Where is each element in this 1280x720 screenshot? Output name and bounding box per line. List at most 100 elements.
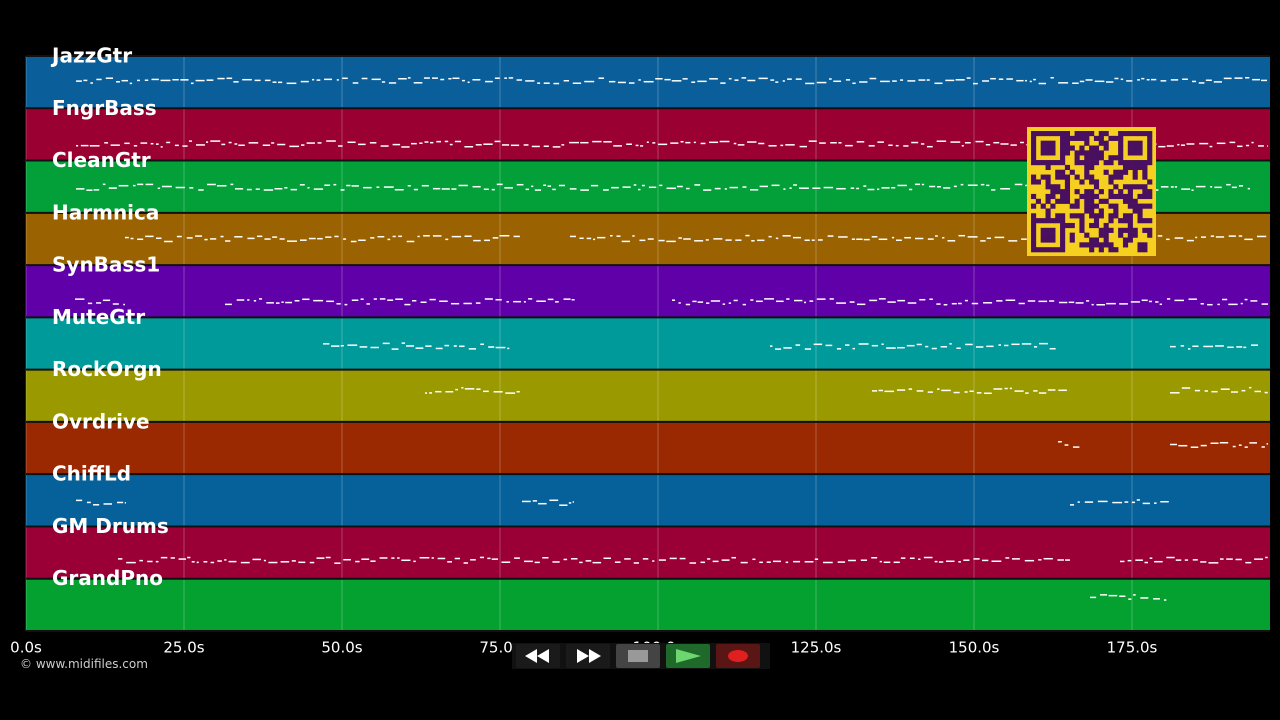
note (585, 560, 592, 562)
qr-module (1074, 213, 1080, 219)
note (804, 561, 814, 563)
note (221, 143, 226, 146)
note (694, 184, 701, 186)
note (958, 234, 966, 237)
note (429, 298, 436, 301)
note (1170, 443, 1178, 446)
qr-module (1142, 160, 1148, 166)
note (423, 77, 430, 79)
note (728, 77, 732, 80)
note (325, 556, 331, 559)
note (733, 299, 738, 302)
note (942, 237, 945, 239)
note (1160, 186, 1169, 188)
qr-module (1093, 237, 1100, 243)
qr-module (1108, 174, 1114, 180)
rewind-button[interactable] (516, 644, 560, 668)
note (233, 81, 239, 83)
note (869, 299, 878, 302)
note (272, 81, 277, 83)
note (1160, 500, 1169, 503)
qr-module (1093, 242, 1100, 248)
qr-module (1147, 135, 1153, 141)
note (643, 80, 654, 83)
note (986, 184, 990, 187)
note (888, 144, 893, 146)
qr-module (1060, 232, 1066, 238)
qr-module (1147, 203, 1153, 209)
note (1219, 441, 1229, 444)
note (343, 558, 351, 561)
note (757, 239, 765, 242)
qr-module (1064, 198, 1071, 204)
note (816, 81, 827, 84)
note (379, 298, 386, 300)
note (388, 82, 397, 84)
note (549, 499, 559, 502)
note (373, 298, 377, 300)
note (325, 236, 332, 238)
note (357, 143, 366, 146)
note (929, 298, 933, 300)
note (975, 140, 984, 143)
record-button[interactable] (716, 644, 760, 668)
note (210, 140, 221, 142)
qr-module (1093, 160, 1100, 166)
note (1027, 300, 1036, 302)
time-tick-label: 150.0s (949, 639, 1000, 657)
note (895, 239, 902, 242)
note (83, 79, 88, 82)
note (780, 144, 784, 147)
note (298, 561, 306, 564)
qr-module (1108, 218, 1114, 224)
note (1244, 298, 1248, 301)
note (1252, 78, 1260, 81)
note (836, 302, 846, 304)
note (145, 183, 154, 186)
note (108, 187, 117, 189)
qr-module (1055, 174, 1061, 180)
qr-module (1069, 213, 1075, 219)
note (998, 78, 1004, 80)
qr-module (1113, 203, 1119, 209)
note (392, 143, 401, 146)
qr-module (1127, 184, 1133, 190)
qr-module (1113, 247, 1119, 253)
note (785, 561, 789, 564)
note (1144, 561, 1149, 564)
note (255, 188, 260, 190)
note-pattern (118, 556, 1268, 564)
note (228, 560, 237, 563)
note (118, 558, 123, 560)
note (934, 82, 943, 85)
note (893, 561, 900, 564)
note (463, 302, 472, 305)
qr-module (1084, 131, 1090, 137)
note-pattern (76, 499, 1169, 506)
note (823, 186, 834, 189)
note (1223, 77, 1232, 80)
note (964, 299, 968, 302)
note (360, 298, 364, 300)
note (1228, 235, 1236, 237)
qr-module (1031, 247, 1037, 253)
note (464, 145, 474, 148)
play-button[interactable] (666, 644, 710, 668)
note (543, 145, 549, 148)
note (1247, 187, 1250, 190)
note (483, 390, 489, 393)
note (451, 235, 462, 238)
note (1166, 238, 1170, 241)
note (178, 558, 187, 560)
note (1214, 186, 1222, 189)
note (1058, 441, 1062, 443)
note (705, 302, 710, 304)
note (225, 303, 232, 306)
note (782, 80, 785, 82)
qr-module (1108, 247, 1114, 253)
fast-forward-button[interactable] (566, 644, 610, 668)
qr-module (1089, 193, 1095, 200)
stop-button[interactable] (616, 644, 660, 668)
note (764, 298, 774, 300)
note (1184, 559, 1189, 561)
